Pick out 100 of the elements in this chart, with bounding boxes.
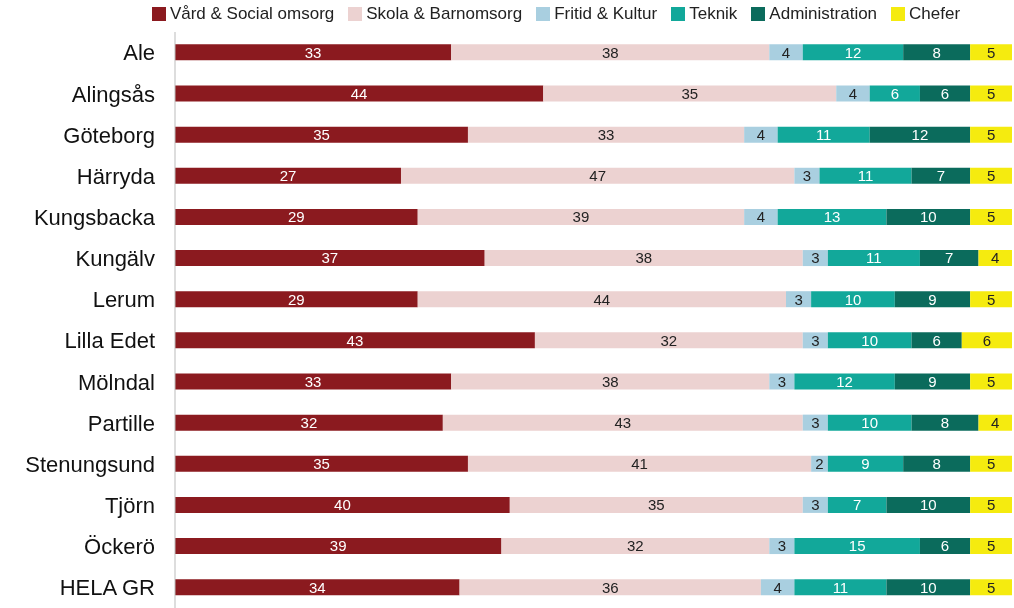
- y-tick-label: Tjörn: [104, 492, 155, 518]
- bar: [911, 332, 962, 349]
- bar: [543, 85, 837, 102]
- data-label: 12: [844, 43, 862, 61]
- bar: [467, 126, 745, 143]
- data-label: 34: [308, 578, 326, 596]
- y-tick-label: Härryda: [76, 163, 156, 189]
- bar: [175, 579, 460, 596]
- data-label: 32: [300, 413, 318, 431]
- data-label: 3: [777, 372, 786, 390]
- data-label: 40: [334, 496, 351, 514]
- y-tick-label: Kungsbacka: [33, 204, 156, 230]
- bar: [827, 332, 912, 349]
- data-label: 12: [836, 372, 853, 390]
- data-label: 27: [279, 167, 297, 185]
- legend-label: Vård & Social omsorg: [168, 4, 335, 24]
- data-label: 7: [852, 496, 862, 514]
- data-label: 7: [945, 249, 954, 267]
- bar: [534, 332, 803, 349]
- bar: [175, 414, 443, 431]
- bar: [894, 373, 971, 390]
- data-label: 5: [986, 496, 996, 514]
- data-label: 47: [589, 167, 607, 185]
- bar: [777, 126, 870, 143]
- bar: [970, 85, 1012, 102]
- data-label: 5: [986, 537, 996, 555]
- bar: [175, 332, 535, 349]
- data-label: 11: [832, 578, 849, 596]
- data-label: 33: [304, 372, 322, 390]
- data-label: 44: [593, 290, 611, 308]
- bar: [175, 291, 418, 308]
- bar: [827, 455, 904, 472]
- bar: [175, 455, 468, 472]
- bar: [919, 250, 979, 267]
- y-tick-label: Göteborg: [63, 122, 155, 148]
- data-label: 3: [777, 537, 786, 555]
- bar: [970, 455, 1012, 472]
- bar: [175, 373, 452, 390]
- data-label: 3: [794, 290, 803, 308]
- data-label: 43: [614, 413, 632, 431]
- data-label: 39: [572, 208, 590, 226]
- data-label: 10: [844, 290, 862, 308]
- y-tick-label: Stenungsund: [25, 451, 155, 477]
- bar: [903, 455, 971, 472]
- data-label: 12: [911, 125, 929, 143]
- data-label: 5: [986, 167, 996, 185]
- bar: [894, 291, 971, 308]
- data-label: 15: [848, 537, 866, 555]
- y-tick-label: Partille: [87, 410, 155, 436]
- bar: [970, 538, 1012, 555]
- bar: [970, 496, 1012, 513]
- data-label: 8: [940, 413, 950, 431]
- bar: [459, 579, 761, 596]
- bar: [175, 208, 418, 225]
- bar: [911, 167, 971, 184]
- bar: [886, 496, 971, 513]
- data-label: 29: [288, 290, 305, 308]
- data-label: 6: [982, 331, 992, 349]
- data-label: 4: [781, 43, 791, 61]
- y-tick-label: Kungälv: [75, 246, 155, 272]
- data-label: 11: [815, 125, 832, 143]
- data-label: 38: [601, 43, 619, 61]
- data-label: 35: [313, 125, 330, 143]
- data-label: 4: [773, 578, 782, 596]
- bar: [827, 250, 920, 267]
- data-label: 3: [811, 496, 820, 514]
- bar: [961, 332, 1012, 349]
- bar: [175, 167, 401, 184]
- data-label: 3: [811, 413, 820, 431]
- data-label: 8: [932, 455, 941, 473]
- data-label: 10: [919, 208, 937, 226]
- bar: [886, 208, 971, 225]
- bar: [970, 208, 1012, 225]
- data-label: 4: [991, 413, 1000, 431]
- bar: [175, 250, 485, 267]
- data-label: 11: [866, 249, 882, 267]
- data-label: 4: [848, 84, 858, 102]
- bar: [451, 373, 770, 390]
- bar: [442, 414, 803, 431]
- data-label: 5: [986, 125, 996, 143]
- data-label: 3: [811, 249, 820, 267]
- data-label: 33: [597, 125, 615, 143]
- bar: [400, 167, 795, 184]
- data-label: 41: [631, 455, 648, 473]
- data-label: 5: [986, 290, 996, 308]
- data-label: 13: [823, 208, 841, 226]
- y-tick-label: Ale: [123, 40, 155, 66]
- bar: [903, 44, 971, 61]
- data-label: 9: [928, 372, 937, 390]
- bar: [175, 538, 502, 555]
- data-label: 36: [601, 578, 619, 596]
- data-label: 5: [986, 578, 996, 596]
- data-label: 5: [986, 43, 996, 61]
- bar: [484, 250, 803, 267]
- data-label: 5: [986, 455, 996, 473]
- data-label: 35: [313, 455, 330, 473]
- data-label: 3: [802, 167, 812, 185]
- legend-label: Fritid & Kultur: [553, 4, 658, 24]
- bar: [175, 85, 544, 102]
- data-label: 39: [329, 537, 347, 555]
